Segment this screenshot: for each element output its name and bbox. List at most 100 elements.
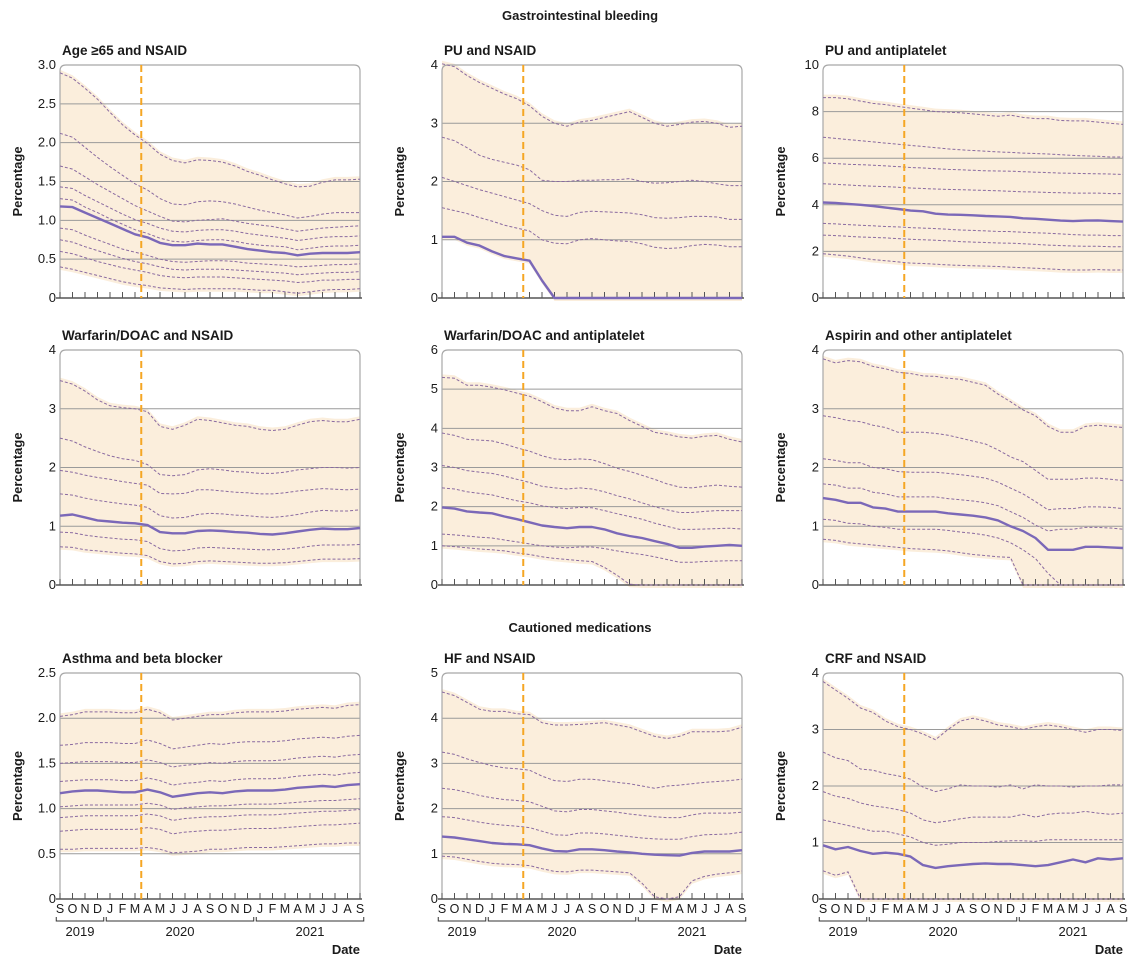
x-tick-label: O — [450, 902, 460, 916]
decile-line — [59, 771, 361, 786]
y-tick-label: 1 — [49, 518, 56, 533]
y-tick-label: 0 — [431, 891, 438, 906]
panel-title: CRF and NSAID — [825, 651, 927, 666]
y-tick-label: 3 — [431, 115, 438, 130]
year-label: 2021 — [296, 924, 325, 939]
x-tick-label: O — [981, 902, 991, 916]
decile-line — [59, 809, 361, 821]
x-tick-label: J — [1095, 902, 1101, 916]
decile-range-band — [60, 377, 360, 567]
year-bracket — [818, 917, 868, 922]
year-bracket — [1018, 917, 1128, 922]
y-tick-label: 3 — [431, 755, 438, 770]
y-tick-label: 4 — [431, 420, 438, 435]
panel-title: Aspirin and other antiplatelet — [825, 328, 1012, 343]
year-bracket — [868, 917, 1018, 922]
y-axis-label: Percentage — [10, 146, 25, 216]
panel-title: Age ≥65 and NSAID — [62, 43, 187, 58]
decile-line — [823, 97, 1124, 125]
x-tick-label: M — [918, 902, 928, 916]
x-tick-label: J — [945, 902, 951, 916]
y-tick-label: 2 — [431, 174, 438, 189]
y-tick-label: 1 — [812, 835, 819, 850]
x-tick-label: M — [130, 902, 140, 916]
y-tick-label: 2.5 — [38, 665, 56, 680]
median-line — [59, 513, 361, 536]
x-axis-label: Date — [1095, 942, 1123, 957]
x-tick-label: O — [600, 902, 610, 916]
decile-range-band — [60, 69, 360, 297]
x-tick-label: N — [230, 902, 239, 916]
decile-line — [59, 186, 361, 242]
plot-frame — [822, 349, 1124, 585]
decile-line — [59, 704, 361, 721]
decile-line — [441, 855, 743, 900]
x-tick-label: J — [551, 902, 557, 916]
x-tick-label: A — [725, 902, 734, 916]
decile-line — [822, 819, 1123, 846]
x-tick-label: A — [1056, 902, 1065, 916]
y-tick-label: 2.5 — [38, 96, 56, 111]
x-tick-label: M — [280, 902, 290, 916]
decile-line — [441, 376, 743, 443]
x-tick-label: J — [701, 902, 707, 916]
panel-aspirin-and-other-antiplatelet: Aspirin and other antiplatelet Percentage… — [773, 328, 1125, 592]
x-tick-label: N — [80, 902, 89, 916]
y-tick-label: 0 — [49, 290, 56, 305]
x-tick-label: A — [1106, 902, 1115, 916]
decile-line — [59, 380, 361, 432]
decile-line — [59, 493, 361, 519]
y-tick-label: 1 — [812, 518, 819, 533]
decile-line — [441, 545, 742, 586]
year-bracket — [55, 917, 105, 922]
panel-title: Warfarin/DOAC and antiplatelet — [444, 328, 645, 343]
y-axis-label: Percentage — [773, 751, 788, 821]
decile-range-band — [442, 689, 742, 902]
year-bracket — [637, 917, 747, 922]
y-tick-label: 5 — [431, 665, 438, 680]
y-tick-label: 2 — [431, 801, 438, 816]
decile-line — [822, 136, 1123, 158]
median-line — [822, 201, 1124, 223]
x-tick-label: S — [56, 902, 64, 916]
median-line — [442, 235, 742, 300]
decile-line — [822, 791, 1124, 824]
decile-range-band — [823, 94, 1123, 273]
y-tick-label: 2.0 — [38, 710, 56, 725]
y-tick-label: 4 — [431, 57, 438, 72]
y-tick-label: 1 — [431, 846, 438, 861]
plot-frame — [822, 672, 1124, 899]
x-tick-label: J — [332, 902, 338, 916]
decile-line — [441, 816, 743, 840]
panel-title: Warfarin/DOAC and NSAID — [62, 328, 234, 343]
x-tick-label: A — [525, 902, 534, 916]
decile-range-band — [442, 60, 742, 301]
y-tick-label: 2 — [812, 460, 819, 475]
decile-line — [441, 691, 743, 740]
y-tick-label: 4 — [49, 342, 56, 357]
x-tick-label: M — [893, 902, 903, 916]
decile-line — [822, 681, 1124, 741]
plot-frame — [822, 64, 1124, 298]
y-tick-label: 10 — [805, 57, 819, 72]
year-label: 2021 — [678, 924, 707, 939]
decile-line — [441, 432, 743, 489]
plot-frame — [441, 349, 743, 585]
x-tick-label: D — [856, 902, 865, 916]
decile-line — [822, 253, 1123, 271]
decile-range-band — [60, 701, 360, 856]
x-tick-label: O — [68, 902, 78, 916]
x-tick-label: S — [1119, 902, 1127, 916]
panel-age-65-and-nsaid: Age ≥65 and NSAID Percentage 0 0.5 1.0 1.5 2.0… — [10, 43, 362, 305]
y-tick-label: 6 — [431, 342, 438, 357]
x-tick-label: N — [612, 902, 621, 916]
y-axis-label: Percentage — [392, 146, 407, 216]
year-label: 2021 — [1059, 924, 1088, 939]
x-tick-label: S — [438, 902, 446, 916]
x-tick-label: J — [1082, 902, 1088, 916]
decile-line — [441, 751, 743, 789]
x-tick-label: D — [625, 902, 634, 916]
x-tick-label: D — [1006, 902, 1015, 916]
x-tick-label: M — [537, 902, 547, 916]
decile-line — [441, 533, 742, 563]
